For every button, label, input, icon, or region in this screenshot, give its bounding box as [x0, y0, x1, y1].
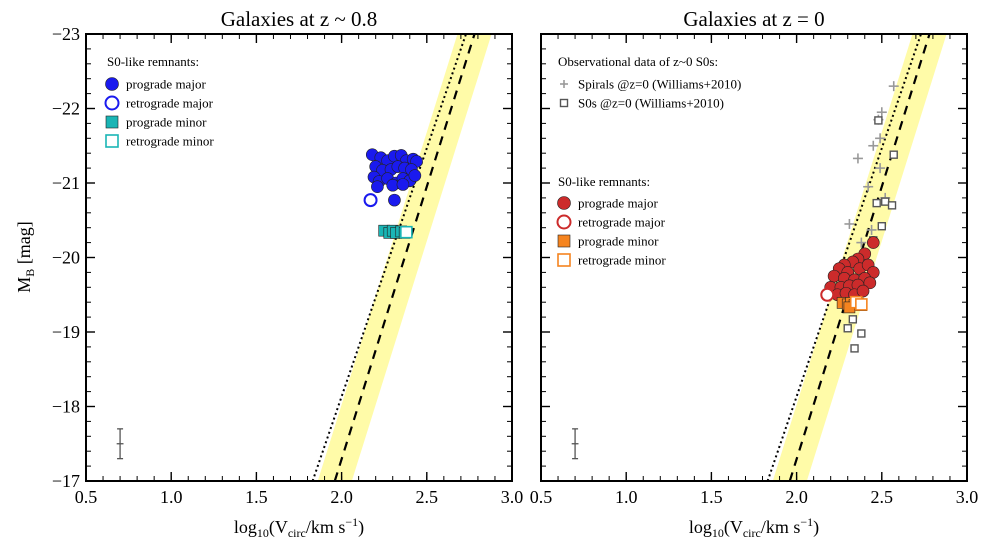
legend-label: S0s @z=0 (Williams+2010): [578, 96, 724, 111]
prograde-major-point: [863, 276, 877, 290]
prograde-major-point: [396, 178, 410, 191]
observational-legend: Observational data of z~0 S0s: Spirals @…: [558, 54, 741, 111]
panel-left: Galaxies at z ~ 0.8 0.5 1.0 1.5 2.0 2.5 3.0 −1…: [52, 7, 523, 540]
axis-ticks: 0.5 1.0 1.5 2.0 2.5 3.0 −17 −18 −19 −20 −21 −22 −23: [52, 24, 523, 507]
x-tick-label: 1.0: [615, 487, 638, 507]
legend-marker-spirals-z-0-williams-2010: [560, 80, 568, 88]
s0s-z-0-williams-2010-point: [872, 198, 881, 208]
y-tick-label: −17: [52, 471, 80, 491]
y-tick-label: −23: [52, 24, 80, 44]
s0s-z-0-williams-2010-point: [843, 324, 852, 333]
s0s-z-0-williams-2010-point: [887, 201, 897, 210]
dashed-relation-line: [333, 34, 476, 481]
spirals-z-0-williams-2010-point: [866, 224, 877, 235]
legend-label: retrograde major: [578, 215, 666, 230]
y-tick-label: −18: [52, 397, 80, 417]
typical-error-bar: [571, 428, 579, 460]
retrograde-minor-point: [400, 225, 413, 239]
axis-ticks: 0.5 1.0 1.5 2.0 2.5 3.0: [530, 33, 979, 507]
prograde-major-point: [388, 193, 401, 207]
legend-marker-prograde-major: [105, 77, 119, 91]
legend-label: retrograde minor: [578, 253, 666, 268]
x-tick-label: 0.5: [530, 487, 553, 507]
x-tick-label: 0.5: [75, 487, 98, 507]
legend-marker-retrograde-minor: [105, 134, 119, 148]
prograde-major-point: [866, 236, 880, 249]
y-tick-label: −22: [52, 99, 80, 119]
x-tick-label: 3.0: [501, 487, 524, 507]
legend-marker-prograde-major: [557, 196, 571, 210]
prograde-major-point: [408, 169, 422, 182]
s0s-z-0-williams-2010-point: [857, 329, 866, 338]
dotted-relation-line: [311, 34, 467, 481]
s0s-z-0-williams-2010-point: [889, 150, 898, 159]
data-points: [363, 148, 423, 239]
y-axis-label: MB [mag]: [14, 221, 37, 293]
relation-band: [317, 34, 492, 481]
panel-right: Galaxies at z = 0 0.5 1.0 1.5 2.0 2.5 3.0 Obs…: [530, 7, 979, 540]
legend-marker-prograde-minor: [557, 234, 571, 248]
legend-marker-prograde-minor: [105, 115, 119, 129]
prograde-major-point: [827, 269, 841, 283]
y-tick-label: −20: [52, 248, 80, 268]
legend-label: prograde major: [126, 77, 206, 92]
legend: S0-like remnants: prograde major retrogra…: [104, 54, 214, 149]
spirals-z-0-williams-2010-point: [844, 218, 855, 229]
x-axis-label: log10(Vcirc/km s−1): [689, 515, 819, 540]
legend-marker-retrograde-major: [104, 95, 120, 111]
y-tick-label: −21: [52, 173, 80, 193]
spirals-z-0-williams-2010-point: [875, 133, 886, 144]
legend-marker-retrograde-major: [556, 214, 572, 230]
spirals-z-0-williams-2010-point: [868, 140, 879, 151]
dashed-relation-line: [788, 34, 931, 481]
legend-title: S0-like remnants:: [558, 174, 650, 189]
legend-label: retrograde minor: [126, 134, 214, 149]
x-tick-label: 3.0: [956, 487, 979, 507]
legend: S0-like remnants: prograde major retrogra…: [556, 174, 666, 268]
spirals-z-0-williams-2010-point: [863, 181, 874, 192]
s0s-z-0-williams-2010-point: [877, 222, 886, 231]
panel-title: Galaxies at z = 0: [683, 7, 824, 31]
x-tick-label: 1.5: [245, 487, 268, 507]
typical-error-bar: [116, 428, 124, 460]
data-points: [820, 81, 899, 353]
spirals-z-0-williams-2010-point: [888, 81, 899, 92]
s0s-z-0-williams-2010-point: [848, 315, 858, 324]
x-tick-label: 2.5: [871, 487, 894, 507]
legend-label: Spirals @z=0 (Williams+2010): [578, 77, 741, 92]
legend-marker-retrograde-minor: [557, 253, 571, 267]
x-axis-label: log10(Vcirc/km s−1): [234, 515, 364, 540]
x-tick-label: 2.0: [785, 487, 808, 507]
s0s-z-0-williams-2010-point: [874, 116, 883, 125]
legend-label: prograde major: [578, 196, 658, 211]
legend-label: retrograde major: [126, 96, 214, 111]
x-tick-label: 1.0: [160, 487, 183, 507]
spirals-z-0-williams-2010-point: [852, 153, 863, 164]
s0s-z-0-williams-2010-point: [850, 344, 859, 353]
spirals-z-0-williams-2010-point: [856, 237, 867, 248]
obs-legend-title: Observational data of z~0 S0s:: [558, 54, 718, 69]
spirals-z-0-williams-2010-point: [875, 163, 886, 174]
spirals-z-0-williams-2010-point: [876, 107, 887, 118]
legend-marker-s0s-z-0-williams-2010: [559, 98, 569, 108]
x-tick-label: 2.5: [416, 487, 439, 507]
prograde-major-point: [856, 284, 870, 298]
retrograde-major-point: [820, 287, 835, 302]
retrograde-major-point: [363, 193, 378, 208]
x-tick-label: 2.0: [330, 487, 353, 507]
y-tick-label: −19: [52, 322, 80, 342]
dotted-relation-line: [766, 34, 922, 481]
legend-label: prograde minor: [126, 115, 207, 130]
legend-title: S0-like remnants:: [107, 54, 199, 69]
panel-title: Galaxies at z ~ 0.8: [221, 7, 378, 31]
s0s-z-0-williams-2010-point: [881, 197, 890, 206]
x-tick-label: 1.5: [700, 487, 723, 507]
retrograde-minor-point: [855, 298, 868, 311]
legend-label: prograde minor: [578, 234, 659, 249]
prograde-major-point: [371, 180, 384, 194]
